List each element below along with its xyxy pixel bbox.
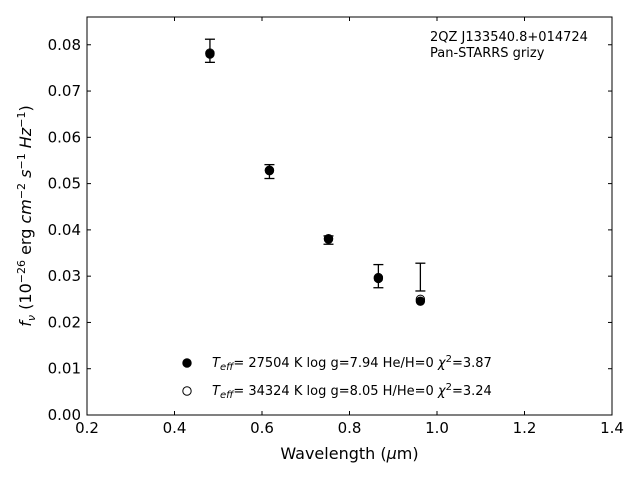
y-axis-label: fν (10−26 erg cm−2 s−1 Hz−1)	[15, 105, 38, 326]
legend: Teff= 27504 K log g=7.94 He/H=0 χ2=3.87 …	[182, 354, 492, 401]
model-point-open	[415, 294, 426, 305]
x-axis: 0.2 0.4 0.6 0.8 1.0 1.2 1.4	[75, 17, 624, 437]
y-axis: 0.00 0.01 0.02 0.03 0.04 0.05 0.06 0.07 0.08	[48, 36, 612, 424]
object-name-annotation: 2QZ J133540.8+014724	[430, 30, 588, 45]
survey-annotation: Pan-STARRS grizy	[430, 46, 545, 61]
y-tick-label: 0.08	[48, 36, 81, 54]
legend-marker-filled	[182, 358, 192, 368]
x-axis-label: Wavelength (μm)	[280, 444, 418, 463]
x-tick-label: 1.2	[513, 419, 537, 437]
y-tick-label: 0.00	[48, 406, 81, 424]
y-tick-label: 0.02	[48, 313, 81, 331]
y-tick-label: 0.05	[48, 175, 81, 193]
x-tick-label: 1.0	[425, 419, 449, 437]
x-tick-label: 0.4	[163, 419, 187, 437]
legend-marker-open	[182, 386, 192, 396]
legend-entry-2: Teff= 34324 K log g=8.05 H/He=0 χ2=3.24	[212, 382, 492, 401]
model-point-open	[205, 48, 215, 58]
y-tick-label: 0.03	[48, 267, 81, 285]
model-point-open	[373, 272, 384, 283]
model-point-open	[264, 165, 275, 175]
model-point-filled	[415, 296, 426, 306]
x-tick-label: 1.4	[600, 419, 624, 437]
model-points	[205, 48, 426, 306]
x-tick-label: 0.8	[338, 419, 362, 437]
y-tick-label: 0.04	[48, 221, 81, 239]
observed-errorbars	[204, 38, 426, 292]
x-tick-label: 0.6	[250, 419, 274, 437]
model-point-open	[323, 233, 334, 244]
y-tick-label: 0.06	[48, 128, 81, 146]
legend-entry-1: Teff= 27504 K log g=7.94 He/H=0 χ2=3.87	[212, 354, 492, 373]
y-tick-label: 0.07	[48, 82, 81, 100]
y-tick-label: 0.01	[48, 360, 81, 378]
x-tick-label: 0.2	[75, 419, 99, 437]
